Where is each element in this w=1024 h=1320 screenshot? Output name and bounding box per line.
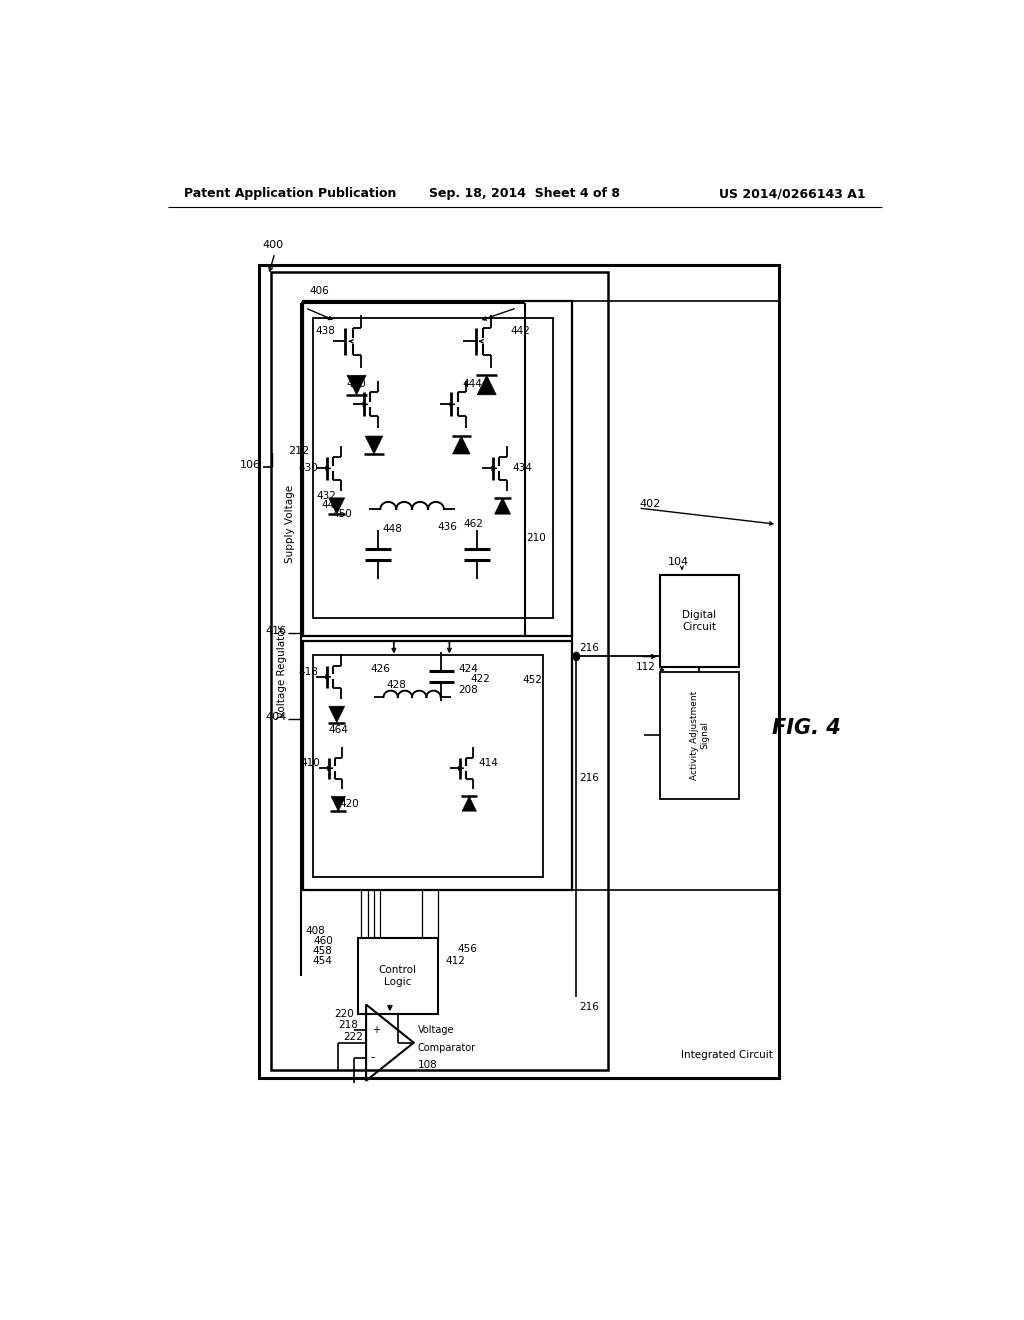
Polygon shape [462, 796, 476, 810]
Text: 402: 402 [640, 499, 662, 510]
Text: 450: 450 [333, 510, 352, 519]
Bar [313, 318, 553, 618]
Text: 220: 220 [335, 1010, 354, 1019]
Text: 440: 440 [346, 379, 367, 389]
Text: 446: 446 [322, 500, 342, 510]
Text: 424: 424 [458, 664, 478, 673]
Text: 418: 418 [299, 667, 318, 677]
Text: 420: 420 [340, 799, 359, 809]
Text: 464: 464 [329, 725, 348, 735]
Text: Digital
Circuit: Digital Circuit [682, 610, 717, 632]
Text: 414: 414 [479, 758, 499, 768]
Text: 222: 222 [343, 1031, 362, 1041]
Text: Control
Logic: Control Logic [379, 965, 417, 987]
Text: 108: 108 [418, 1060, 437, 1071]
Text: US 2014/0266143 A1: US 2014/0266143 A1 [720, 187, 866, 201]
Text: 444: 444 [463, 379, 482, 389]
Text: 426: 426 [370, 664, 390, 673]
Bar [358, 939, 437, 1014]
Text: 216: 216 [579, 643, 599, 653]
Text: 104: 104 [668, 557, 689, 566]
Bar [659, 672, 739, 799]
Bar [303, 642, 572, 890]
Bar [313, 656, 543, 876]
Text: 216: 216 [579, 774, 599, 783]
Text: 212: 212 [289, 446, 309, 457]
Text: 216: 216 [579, 1002, 599, 1012]
Text: 208: 208 [458, 685, 478, 694]
Polygon shape [453, 436, 470, 454]
Text: 410: 410 [300, 758, 319, 768]
Text: -: - [371, 1052, 376, 1064]
Bar [270, 272, 608, 1071]
Text: Patent Application Publication: Patent Application Publication [183, 187, 396, 201]
Text: 210: 210 [526, 532, 546, 543]
Text: 428: 428 [387, 680, 407, 690]
Text: Sep. 18, 2014  Sheet 4 of 8: Sep. 18, 2014 Sheet 4 of 8 [429, 187, 621, 201]
Text: 430: 430 [299, 463, 318, 474]
Text: 458: 458 [313, 946, 333, 956]
Text: +: + [373, 1026, 381, 1035]
Text: 408: 408 [305, 925, 325, 936]
Text: 436: 436 [437, 523, 458, 532]
Text: 456: 456 [458, 944, 477, 954]
Text: 416: 416 [265, 626, 287, 636]
Polygon shape [347, 375, 367, 395]
Text: 422: 422 [471, 673, 490, 684]
Text: 112: 112 [636, 661, 655, 672]
Text: 442: 442 [511, 326, 530, 337]
Text: 432: 432 [316, 491, 337, 500]
Text: 438: 438 [315, 326, 335, 337]
Text: FIG. 4: FIG. 4 [772, 718, 841, 738]
Polygon shape [366, 436, 383, 454]
Bar [259, 265, 778, 1078]
Bar [303, 301, 572, 636]
Text: 412: 412 [445, 957, 465, 966]
Text: 404: 404 [265, 713, 287, 722]
Text: 460: 460 [313, 936, 333, 946]
Text: Activity Adjustment
Signal: Activity Adjustment Signal [690, 690, 709, 780]
Circle shape [573, 652, 580, 660]
Text: 106: 106 [241, 461, 261, 470]
Polygon shape [329, 498, 345, 515]
Polygon shape [495, 498, 511, 515]
Text: 434: 434 [512, 463, 532, 474]
Polygon shape [477, 375, 497, 395]
Text: 448: 448 [383, 524, 402, 535]
Polygon shape [329, 706, 345, 722]
Text: Integrated Circuit: Integrated Circuit [681, 1049, 772, 1060]
Text: 218: 218 [338, 1020, 358, 1031]
Text: Comparator: Comparator [418, 1043, 476, 1053]
Text: Supply Voltage: Supply Voltage [285, 486, 295, 564]
Text: 400: 400 [263, 240, 284, 249]
Text: Voltage: Voltage [418, 1026, 455, 1035]
Text: 462: 462 [464, 519, 483, 529]
Text: Voltage Regulator: Voltage Regulator [276, 624, 287, 718]
Polygon shape [331, 796, 345, 810]
Bar [659, 576, 739, 667]
Text: 452: 452 [522, 675, 543, 685]
Text: 454: 454 [313, 957, 333, 966]
Text: 406: 406 [309, 285, 329, 296]
